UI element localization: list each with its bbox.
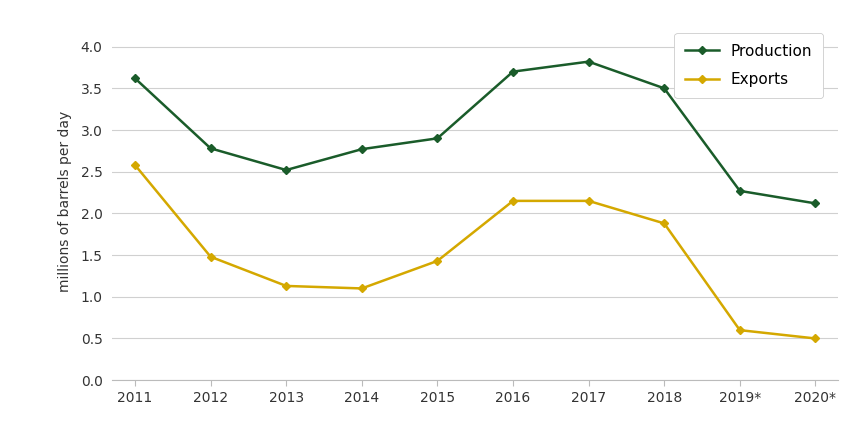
Production xyxy=(810,201,821,206)
Line: Production: Production xyxy=(132,59,818,206)
Exports xyxy=(432,258,442,264)
Exports xyxy=(206,254,216,259)
Exports xyxy=(734,327,745,333)
Production xyxy=(583,59,594,64)
Exports xyxy=(583,198,594,203)
Line: Exports: Exports xyxy=(132,162,818,341)
Production xyxy=(206,146,216,151)
Production xyxy=(357,146,367,152)
Production xyxy=(432,136,442,141)
Exports xyxy=(810,336,821,341)
Exports xyxy=(659,221,670,226)
Production xyxy=(734,188,745,194)
Y-axis label: millions of barrels per day: millions of barrels per day xyxy=(58,110,73,292)
Production xyxy=(508,69,518,74)
Exports xyxy=(508,198,518,203)
Exports xyxy=(281,283,291,289)
Production xyxy=(130,76,140,81)
Exports xyxy=(130,162,140,168)
Production xyxy=(659,86,670,91)
Legend: Production, Exports: Production, Exports xyxy=(675,33,823,98)
Production xyxy=(281,168,291,173)
Exports xyxy=(357,286,367,291)
